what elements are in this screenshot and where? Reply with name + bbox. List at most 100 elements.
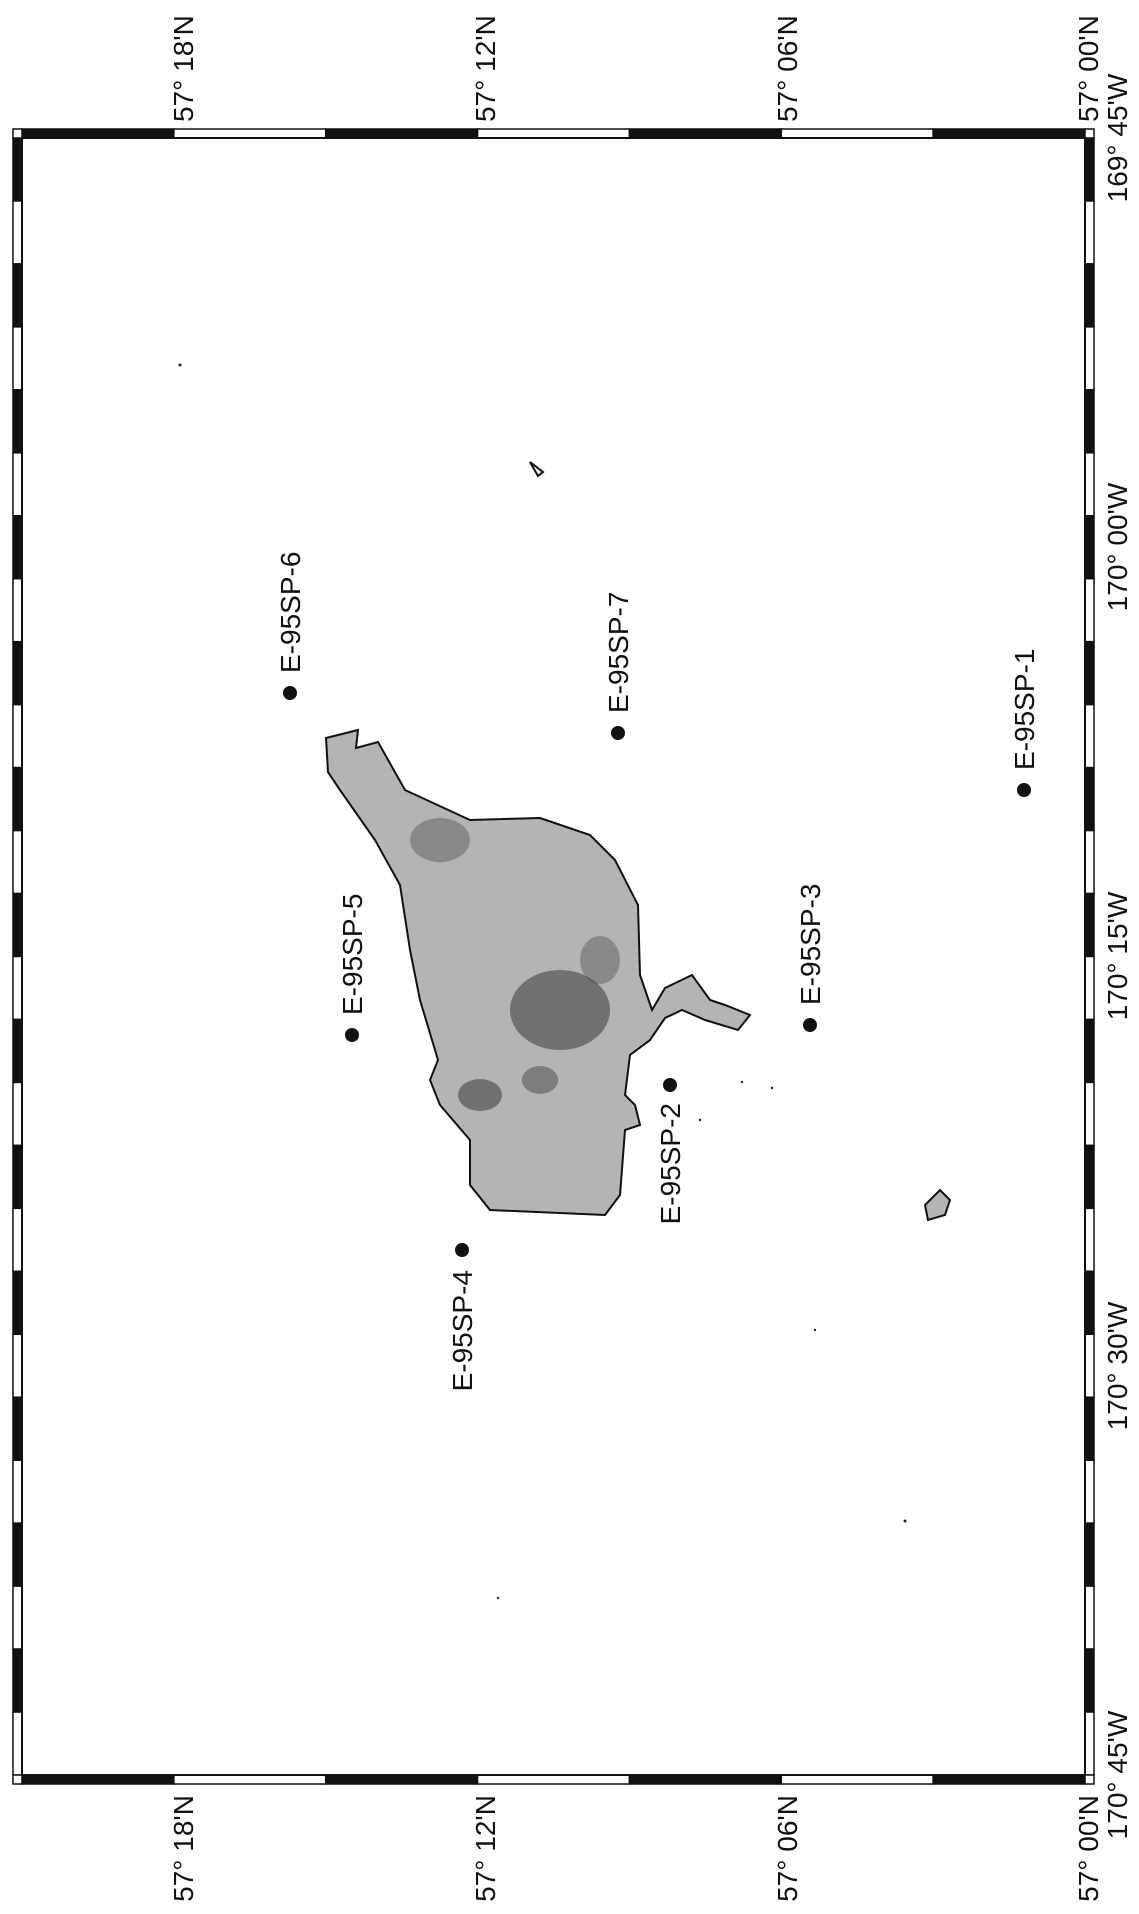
frame-segment-top bbox=[780, 128, 934, 139]
frame-corner bbox=[12, 128, 23, 139]
island-shading bbox=[580, 936, 620, 984]
speckle-dot bbox=[903, 1519, 907, 1523]
frame-segment-left bbox=[12, 640, 23, 706]
latitude-tick-label: 57° 06'N bbox=[772, 1795, 803, 1902]
frame-segment-top bbox=[628, 128, 783, 139]
frame-segment-left bbox=[12, 1018, 23, 1084]
frame-segment-left bbox=[12, 1711, 23, 1776]
frame-segment-right bbox=[1084, 1144, 1095, 1210]
frame-segment-right bbox=[1084, 1648, 1095, 1713]
frame-segment-left bbox=[12, 1144, 23, 1210]
frame-segment-left bbox=[12, 137, 23, 202]
frame-segment-left bbox=[12, 263, 23, 328]
main-island bbox=[324, 728, 752, 1217]
land-layer bbox=[324, 461, 952, 1222]
latitude-tick-label: 57° 18'N bbox=[168, 1795, 199, 1902]
frame-segment-left bbox=[12, 1459, 23, 1524]
frame-corner bbox=[1084, 1774, 1095, 1785]
station-layer: E-95SP-1 E-95SP-2 E-95SP-3 E-95SP-4 E-95… bbox=[275, 552, 1040, 1392]
station-label: E-95SP-1 bbox=[1009, 649, 1040, 770]
frame-segment-left bbox=[12, 1207, 23, 1273]
frame-segment-right bbox=[1084, 703, 1095, 769]
island-shading bbox=[522, 1066, 558, 1094]
station-marker bbox=[803, 1018, 817, 1032]
frame-segment-right bbox=[1084, 1207, 1095, 1273]
speckle-dot bbox=[770, 1086, 774, 1090]
station-label: E-95SP-3 bbox=[795, 884, 826, 1005]
station-marker bbox=[345, 1028, 359, 1042]
frame-segment-right bbox=[1084, 1081, 1095, 1147]
frame-segment-left bbox=[12, 1522, 23, 1587]
speckle-dot bbox=[698, 1118, 702, 1122]
speckle-dot bbox=[496, 1596, 500, 1600]
frame-segment-left bbox=[12, 955, 23, 1021]
frame-segment-bottom bbox=[476, 1774, 631, 1785]
frame-segment-right bbox=[1084, 766, 1095, 832]
frame-segment-left bbox=[12, 1333, 23, 1398]
latitude-tick-label: 57° 18'N bbox=[168, 15, 199, 122]
frame-segment-left bbox=[12, 200, 23, 265]
frame-segment-right bbox=[1084, 829, 1095, 895]
frame-segment-right bbox=[1084, 1333, 1095, 1398]
speckle-dot bbox=[178, 363, 182, 367]
frame-segment-left bbox=[12, 1270, 23, 1336]
frame-segment-left bbox=[12, 1081, 23, 1147]
frame-segment-left bbox=[12, 389, 23, 454]
station-marker bbox=[663, 1078, 677, 1092]
frame-segment-right bbox=[1084, 389, 1095, 454]
island-shading bbox=[410, 818, 470, 862]
frame-segment-left bbox=[12, 892, 23, 958]
station-e95sp-2: E-95SP-2 bbox=[655, 1078, 686, 1224]
frame-segment-right bbox=[1084, 892, 1095, 958]
station-marker bbox=[455, 1243, 469, 1257]
station-marker bbox=[611, 726, 625, 740]
frame-segment-right bbox=[1084, 200, 1095, 265]
frame-segment-left bbox=[12, 326, 23, 391]
frame-segment-left bbox=[12, 1648, 23, 1713]
frame-inner-border bbox=[21, 137, 1086, 1776]
frame-segment-right bbox=[1084, 1522, 1095, 1587]
station-label: E-95SP-5 bbox=[337, 894, 368, 1015]
frame-segment-top bbox=[173, 128, 327, 139]
frame-segment-right bbox=[1084, 515, 1095, 580]
speckle-layer bbox=[178, 363, 907, 1600]
island-shading bbox=[458, 1079, 502, 1111]
frame-corner bbox=[12, 1774, 23, 1785]
frame-segment-right bbox=[1084, 263, 1095, 328]
station-label: E-95SP-2 bbox=[655, 1103, 686, 1224]
frame-segment-bottom bbox=[173, 1774, 327, 1785]
latitude-tick-label: 57° 00'N bbox=[1073, 15, 1104, 122]
latitude-tick-label: 57° 00'N bbox=[1073, 1795, 1104, 1902]
frame-segment-left bbox=[12, 766, 23, 832]
latitude-labels-top: 57° 18'N 57° 12'N 57° 06'N 57° 00'N bbox=[168, 15, 1104, 122]
speckle-dot bbox=[813, 1328, 817, 1332]
frame-segment-left bbox=[12, 829, 23, 895]
frame-segment-right bbox=[1084, 452, 1095, 517]
latitude-labels-bottom: 57° 18'N 57° 12'N 57° 06'N 57° 00'N bbox=[168, 1795, 1104, 1902]
frame-segment-right bbox=[1084, 1711, 1095, 1776]
frame-segment-right bbox=[1084, 955, 1095, 1021]
frame-segment-right bbox=[1084, 137, 1095, 202]
frame-segment-right bbox=[1084, 1270, 1095, 1336]
station-e95sp-1: E-95SP-1 bbox=[1009, 649, 1040, 797]
station-e95sp-7: E-95SP-7 bbox=[603, 592, 634, 740]
longitude-tick-label: 169° 45'W bbox=[1102, 73, 1133, 202]
frame-segment-left bbox=[12, 452, 23, 517]
station-e95sp-4: E-95SP-4 bbox=[447, 1243, 478, 1391]
frame-segment-top bbox=[21, 128, 175, 139]
station-marker bbox=[1017, 783, 1031, 797]
longitude-tick-label: 170° 45'W bbox=[1102, 1710, 1133, 1839]
station-e95sp-5: E-95SP-5 bbox=[337, 894, 368, 1042]
latitude-tick-label: 57° 12'N bbox=[470, 15, 501, 122]
station-e95sp-6: E-95SP-6 bbox=[275, 552, 306, 700]
small-island-north bbox=[529, 461, 545, 478]
frame-segment-bottom bbox=[932, 1774, 1086, 1785]
island-shading bbox=[510, 970, 610, 1050]
frame-segment-right bbox=[1084, 1459, 1095, 1524]
latitude-tick-label: 57° 06'N bbox=[772, 15, 803, 122]
frame-segment-top bbox=[324, 128, 479, 139]
frame-segment-left bbox=[12, 577, 23, 643]
longitude-tick-label: 170° 00'W bbox=[1102, 482, 1133, 611]
